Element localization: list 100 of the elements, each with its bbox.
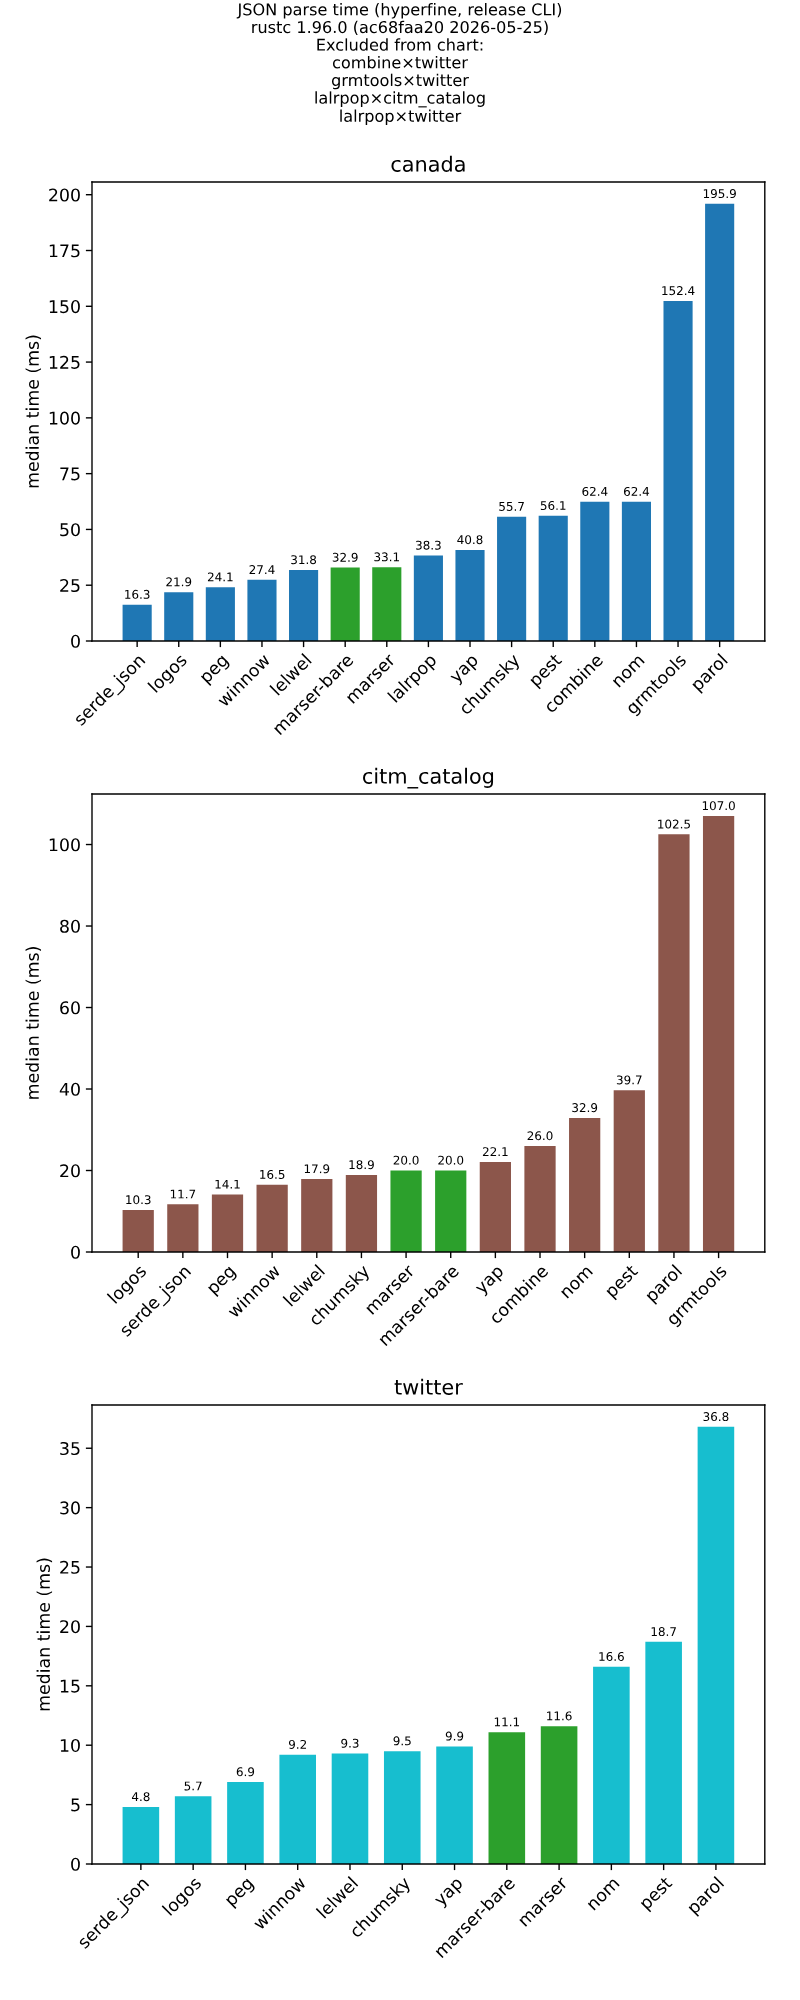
text: combine×twitter <box>332 56 468 69</box>
bar <box>488 1732 526 1864</box>
bar <box>436 1746 473 1864</box>
bar <box>164 592 194 641</box>
chart-title: canada <box>391 155 465 172</box>
y-tick-label: 20 <box>60 1164 80 1178</box>
data-label: 22.1 <box>482 1147 508 1156</box>
data-label: 16.6 <box>599 1651 624 1662</box>
y-tick-label: 25 <box>60 1560 80 1574</box>
bar <box>205 587 235 641</box>
y-tick-label: 10 <box>60 1738 80 1753</box>
y-tick-label: 0 <box>71 1857 80 1871</box>
data-label: 56.1 <box>540 501 566 511</box>
y-tick-label: 25 <box>60 578 80 593</box>
y-tick-label: 175 <box>49 244 80 258</box>
data-label: 26.0 <box>527 1131 553 1141</box>
data-label: 107.0 <box>702 801 735 811</box>
bar <box>247 579 277 641</box>
data-label: 17.9 <box>304 1164 330 1174</box>
bar <box>524 1146 556 1252</box>
y-tick-label: 100 <box>49 411 80 425</box>
bar <box>580 501 610 641</box>
y-axis-title: median time (ms) <box>36 1558 53 1711</box>
y-tick-label: 0 <box>71 634 80 648</box>
data-label: 20.0 <box>438 1155 464 1165</box>
y-tick-label: 125 <box>49 355 80 369</box>
text: grmtools×twitter <box>331 73 469 90</box>
bar <box>174 1796 212 1864</box>
y-tick-label: 100 <box>49 838 80 852</box>
data-label: 18.9 <box>349 1160 374 1170</box>
data-label: 39.7 <box>616 1075 642 1085</box>
bar <box>621 501 651 641</box>
y-tick-label: 35 <box>60 1441 80 1456</box>
data-label: 62.4 <box>623 486 650 496</box>
bar <box>413 555 443 641</box>
bar <box>705 203 735 641</box>
bar <box>593 1666 630 1864</box>
chart-title: twitter <box>394 1378 463 1395</box>
bar <box>256 1184 288 1252</box>
data-label: 31.8 <box>291 555 317 565</box>
bar <box>330 567 360 641</box>
data-label: 6.9 <box>236 1767 255 1777</box>
data-label: 38.3 <box>416 540 441 550</box>
bar <box>122 1806 160 1864</box>
data-label: 4.8 <box>131 1792 150 1802</box>
data-label: 36.8 <box>703 1412 729 1422</box>
data-label: 14.1 <box>215 1179 240 1189</box>
text: lalrpop×twitter <box>340 109 462 126</box>
y-tick-label: 200 <box>49 188 80 202</box>
y-tick-label: 20 <box>60 1620 80 1634</box>
data-label: 16.3 <box>125 589 150 599</box>
bar <box>301 1179 333 1252</box>
bar <box>122 604 152 641</box>
data-label: 5.7 <box>184 1781 202 1791</box>
bar <box>211 1194 244 1252</box>
bar <box>645 1641 682 1864</box>
bar <box>372 567 402 641</box>
y-tick-label: 5 <box>71 1798 80 1812</box>
data-label: 9.5 <box>393 1736 411 1746</box>
data-label: 18.7 <box>651 1627 676 1637</box>
bar <box>658 834 690 1252</box>
data-label: 9.9 <box>445 1731 464 1741</box>
bar <box>702 816 735 1252</box>
bar <box>538 515 568 641</box>
bar <box>455 549 485 641</box>
data-label: 40.8 <box>457 535 483 545</box>
data-label: 27.4 <box>249 565 275 574</box>
data-label: 32.9 <box>572 1103 598 1113</box>
bar <box>227 1782 264 1864</box>
bar <box>540 1726 578 1864</box>
data-label: 11.7 <box>170 1189 196 1199</box>
y-axis-title: median time (ms) <box>25 335 42 488</box>
bar <box>279 1754 317 1864</box>
text: lalrpop×citm_catalog <box>315 91 485 108</box>
data-label: 32.9 <box>332 552 358 562</box>
y-tick-label: 40 <box>59 1082 80 1096</box>
data-label: 10.3 <box>126 1195 151 1205</box>
bar <box>289 570 319 641</box>
bar <box>569 1117 601 1252</box>
y-tick-label: 0 <box>71 1245 80 1259</box>
bar <box>122 1210 154 1252</box>
data-label: 24.1 <box>207 572 233 582</box>
data-label: 9.3 <box>341 1738 359 1748</box>
y-tick-label: 60 <box>60 1001 80 1015</box>
data-label: 21.9 <box>166 577 192 587</box>
bar <box>383 1751 421 1864</box>
y-tick-label: 150 <box>49 300 80 314</box>
data-label: 9.2 <box>288 1739 307 1749</box>
text: rustc 1.96.0 (ac68faa20 2026-05-25) <box>252 20 548 36</box>
data-label: 11.6 <box>547 1711 572 1721</box>
data-label: 55.7 <box>499 502 524 511</box>
y-axis-title: median time (ms) <box>25 947 42 1099</box>
bar <box>345 1174 378 1252</box>
bar <box>435 1170 467 1252</box>
data-label: 16.5 <box>260 1169 285 1179</box>
data-label: 62.4 <box>582 486 608 496</box>
bar <box>331 1753 369 1864</box>
data-label: 152.4 <box>662 286 695 296</box>
y-tick-label: 75 <box>60 467 80 481</box>
text: Excluded from chart: <box>317 38 483 51</box>
